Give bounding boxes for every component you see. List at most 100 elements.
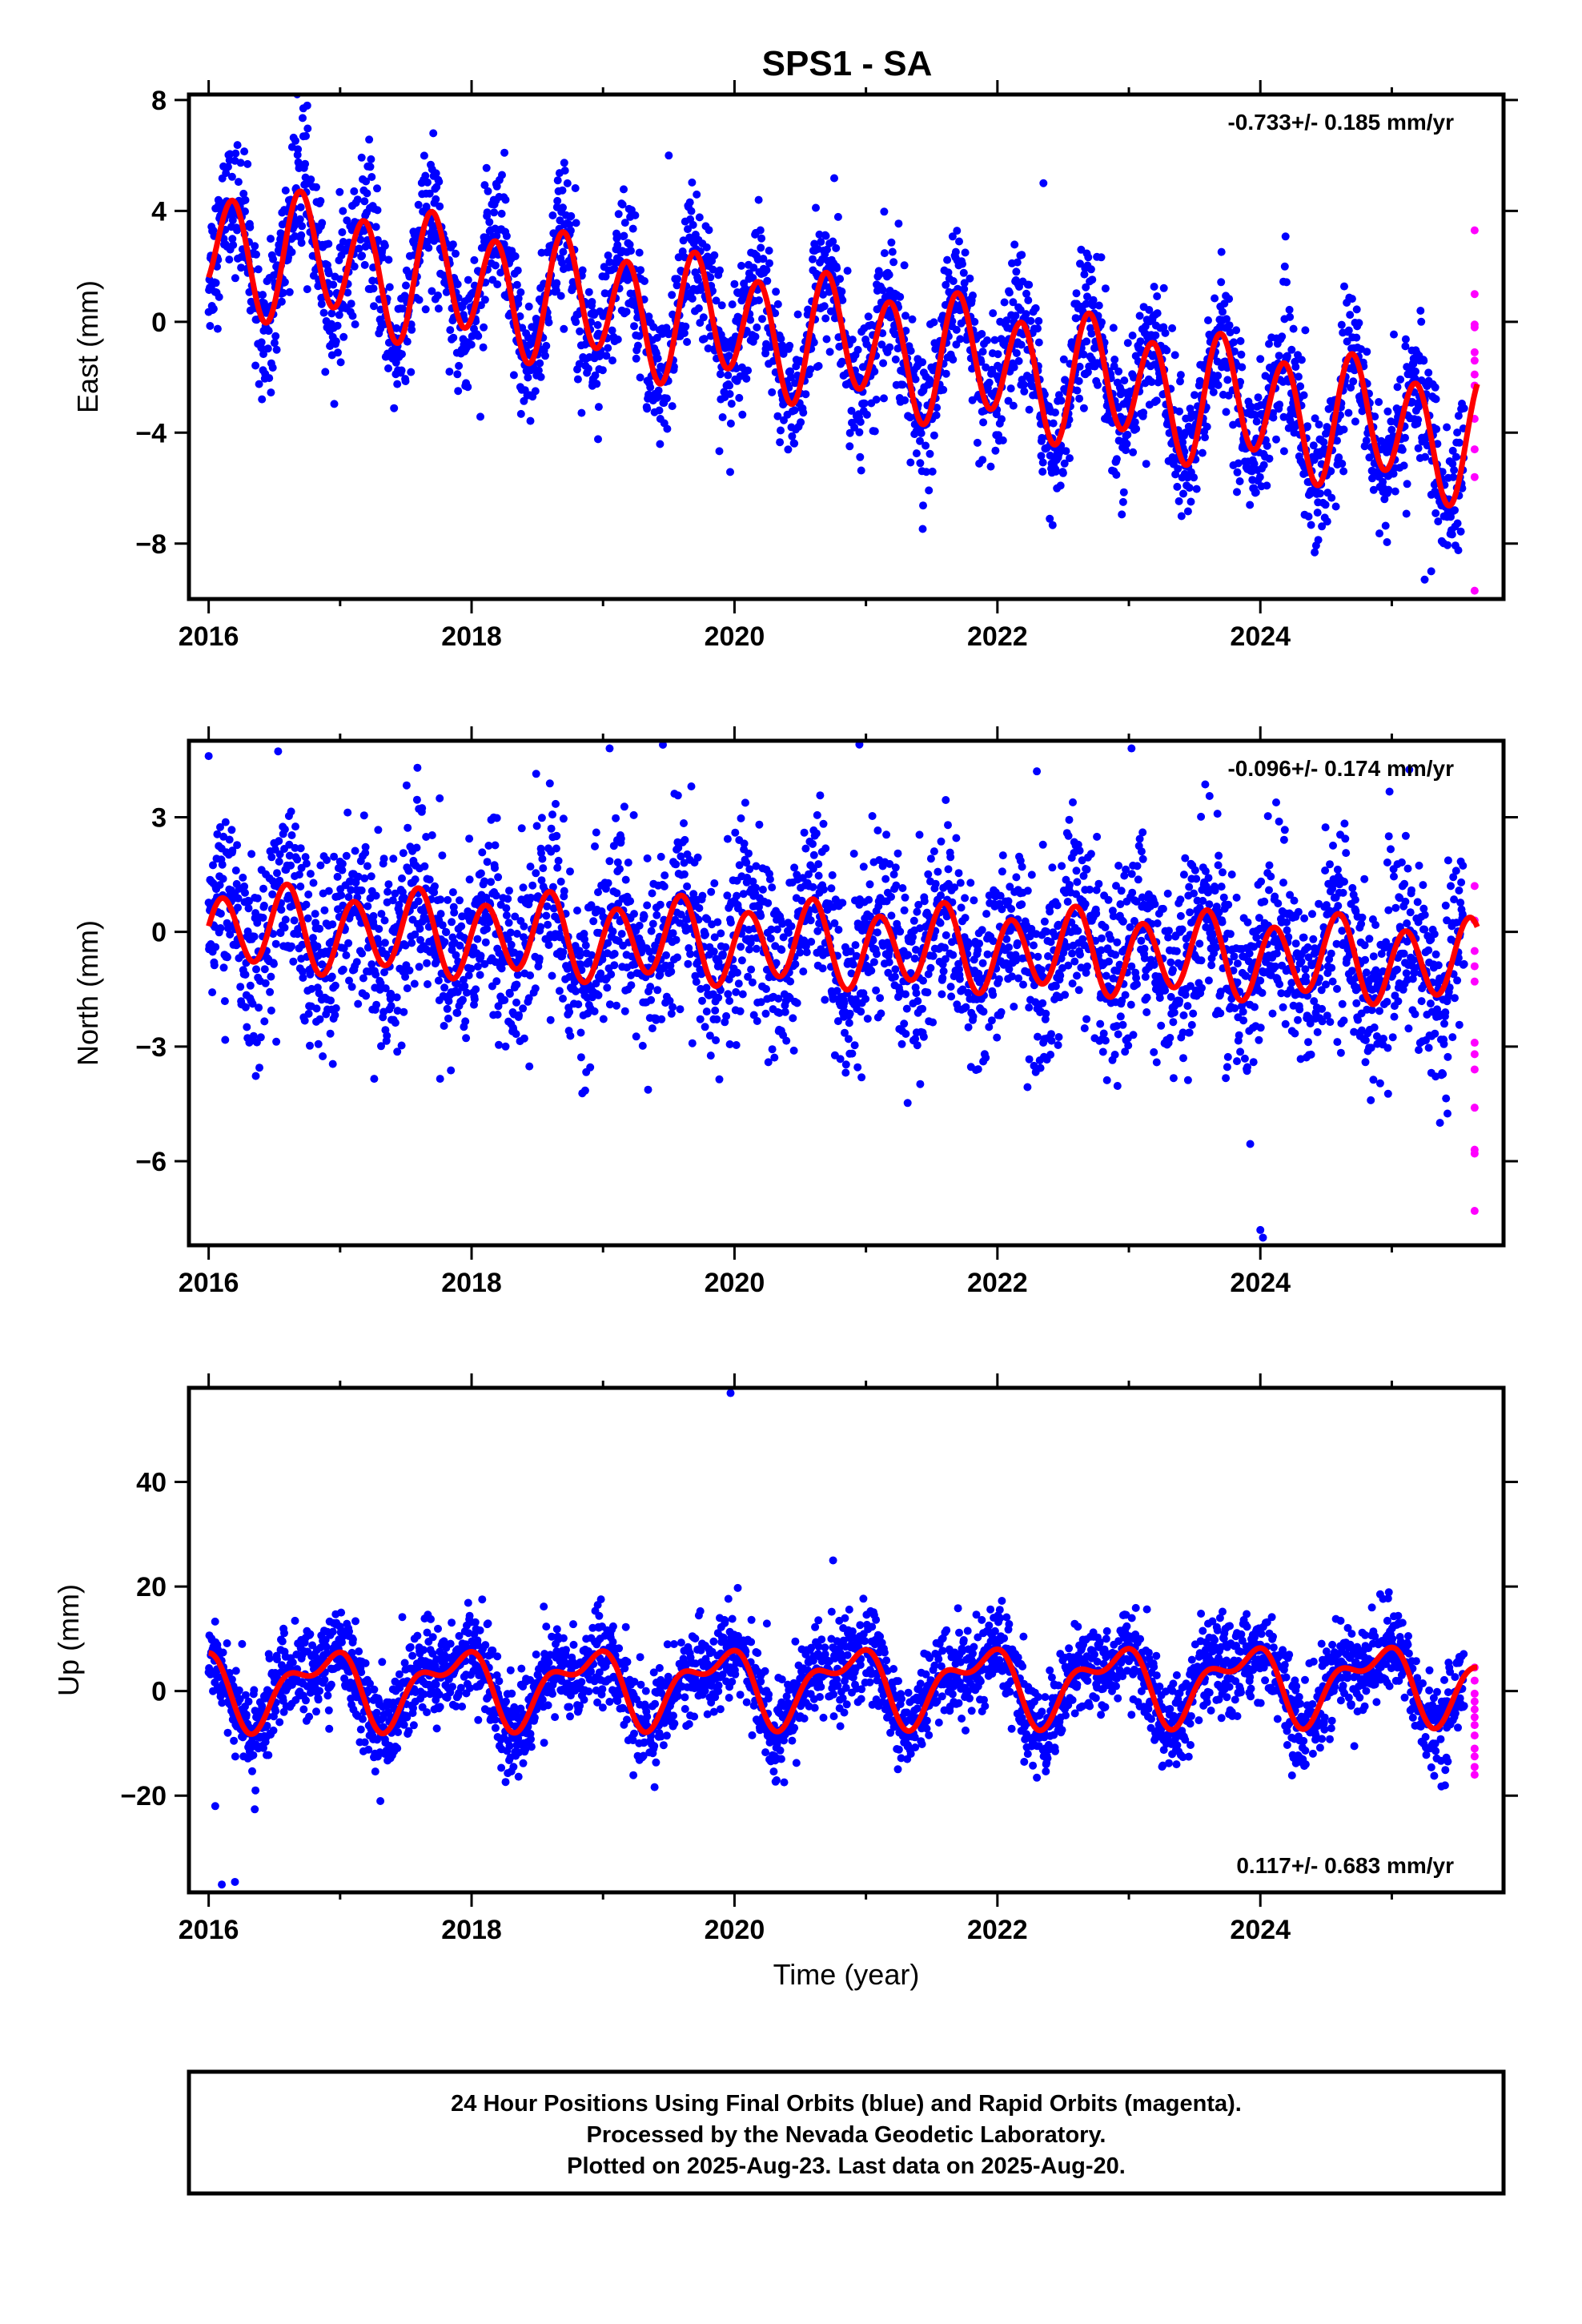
final-point bbox=[1213, 357, 1222, 366]
final-point bbox=[669, 1003, 677, 1011]
final-point bbox=[1002, 316, 1011, 325]
final-point bbox=[483, 208, 492, 217]
final-point bbox=[836, 275, 845, 283]
final-point bbox=[1401, 433, 1409, 442]
final-point bbox=[487, 878, 496, 887]
final-point bbox=[1351, 417, 1359, 426]
final-point bbox=[1294, 372, 1303, 381]
final-point bbox=[680, 870, 689, 879]
final-point bbox=[909, 916, 918, 925]
final-point bbox=[857, 1007, 865, 1016]
final-point bbox=[1152, 396, 1161, 405]
final-point bbox=[367, 960, 376, 969]
final-point bbox=[791, 379, 799, 388]
final-point bbox=[443, 1004, 452, 1013]
final-point bbox=[1383, 407, 1392, 416]
final-point bbox=[391, 1019, 400, 1027]
final-point bbox=[898, 884, 907, 892]
final-point bbox=[799, 967, 808, 976]
final-point bbox=[371, 970, 380, 979]
final-point bbox=[360, 874, 369, 883]
final-point bbox=[347, 983, 356, 991]
final-point bbox=[900, 1019, 909, 1028]
final-point bbox=[269, 930, 278, 939]
final-point bbox=[865, 895, 873, 904]
final-point bbox=[422, 833, 431, 841]
final-point bbox=[309, 934, 317, 943]
final-point bbox=[331, 981, 339, 990]
final-point bbox=[770, 1053, 779, 1062]
final-point bbox=[367, 155, 375, 163]
final-point bbox=[785, 341, 794, 350]
final-point bbox=[1375, 529, 1383, 538]
final-point bbox=[605, 1000, 614, 1009]
final-point bbox=[526, 971, 535, 979]
final-point bbox=[901, 1030, 910, 1038]
final-point bbox=[1183, 507, 1192, 516]
final-point bbox=[553, 176, 562, 185]
final-point bbox=[1303, 422, 1312, 431]
final-point bbox=[379, 854, 388, 863]
final-point bbox=[243, 1023, 251, 1031]
final-point bbox=[501, 195, 510, 204]
final-point bbox=[949, 277, 958, 285]
final-point bbox=[413, 763, 422, 772]
final-point bbox=[219, 963, 228, 972]
final-point bbox=[370, 1075, 379, 1084]
final-point bbox=[255, 380, 263, 388]
final-point bbox=[566, 1031, 575, 1040]
final-point bbox=[555, 987, 564, 995]
final-point bbox=[249, 1031, 258, 1040]
final-point bbox=[481, 938, 490, 947]
final-point bbox=[1201, 433, 1209, 442]
final-point bbox=[648, 889, 656, 898]
final-point bbox=[747, 965, 756, 974]
final-point bbox=[809, 255, 817, 263]
final-point bbox=[547, 824, 556, 833]
final-point bbox=[610, 950, 619, 958]
final-point bbox=[315, 1015, 324, 1023]
final-point bbox=[991, 446, 1000, 455]
final-point bbox=[408, 325, 416, 334]
final-point bbox=[1088, 275, 1097, 284]
final-point bbox=[603, 983, 612, 992]
final-point bbox=[293, 855, 302, 864]
final-point bbox=[524, 302, 533, 311]
final-point bbox=[414, 897, 423, 906]
final-point bbox=[222, 169, 231, 178]
final-point bbox=[901, 990, 909, 999]
final-point bbox=[381, 984, 390, 993]
final-point bbox=[604, 879, 612, 887]
final-point bbox=[474, 332, 483, 340]
final-point bbox=[948, 232, 957, 241]
final-point bbox=[544, 318, 553, 327]
final-point bbox=[410, 979, 419, 988]
final-point bbox=[513, 971, 522, 979]
final-point bbox=[880, 394, 888, 403]
final-point bbox=[252, 965, 260, 974]
final-point bbox=[452, 249, 460, 258]
final-point bbox=[295, 870, 303, 879]
final-point bbox=[809, 839, 817, 848]
final-point bbox=[788, 432, 797, 440]
final-point bbox=[1259, 460, 1268, 469]
final-point bbox=[813, 927, 822, 935]
final-point bbox=[424, 980, 432, 988]
final-point bbox=[702, 1007, 711, 1016]
final-point bbox=[507, 940, 516, 949]
final-point bbox=[686, 950, 695, 959]
final-point bbox=[559, 948, 568, 956]
final-point bbox=[868, 812, 877, 820]
final-point bbox=[504, 895, 512, 903]
final-point bbox=[338, 859, 347, 868]
final-point bbox=[978, 330, 986, 338]
final-point bbox=[681, 835, 689, 844]
final-point bbox=[1352, 305, 1361, 314]
final-point bbox=[526, 416, 535, 425]
final-point bbox=[328, 1059, 337, 1068]
final-point bbox=[1204, 316, 1212, 324]
final-point bbox=[1368, 474, 1376, 483]
final-point bbox=[877, 1009, 885, 1018]
final-point bbox=[432, 195, 440, 203]
final-point bbox=[1075, 394, 1084, 403]
